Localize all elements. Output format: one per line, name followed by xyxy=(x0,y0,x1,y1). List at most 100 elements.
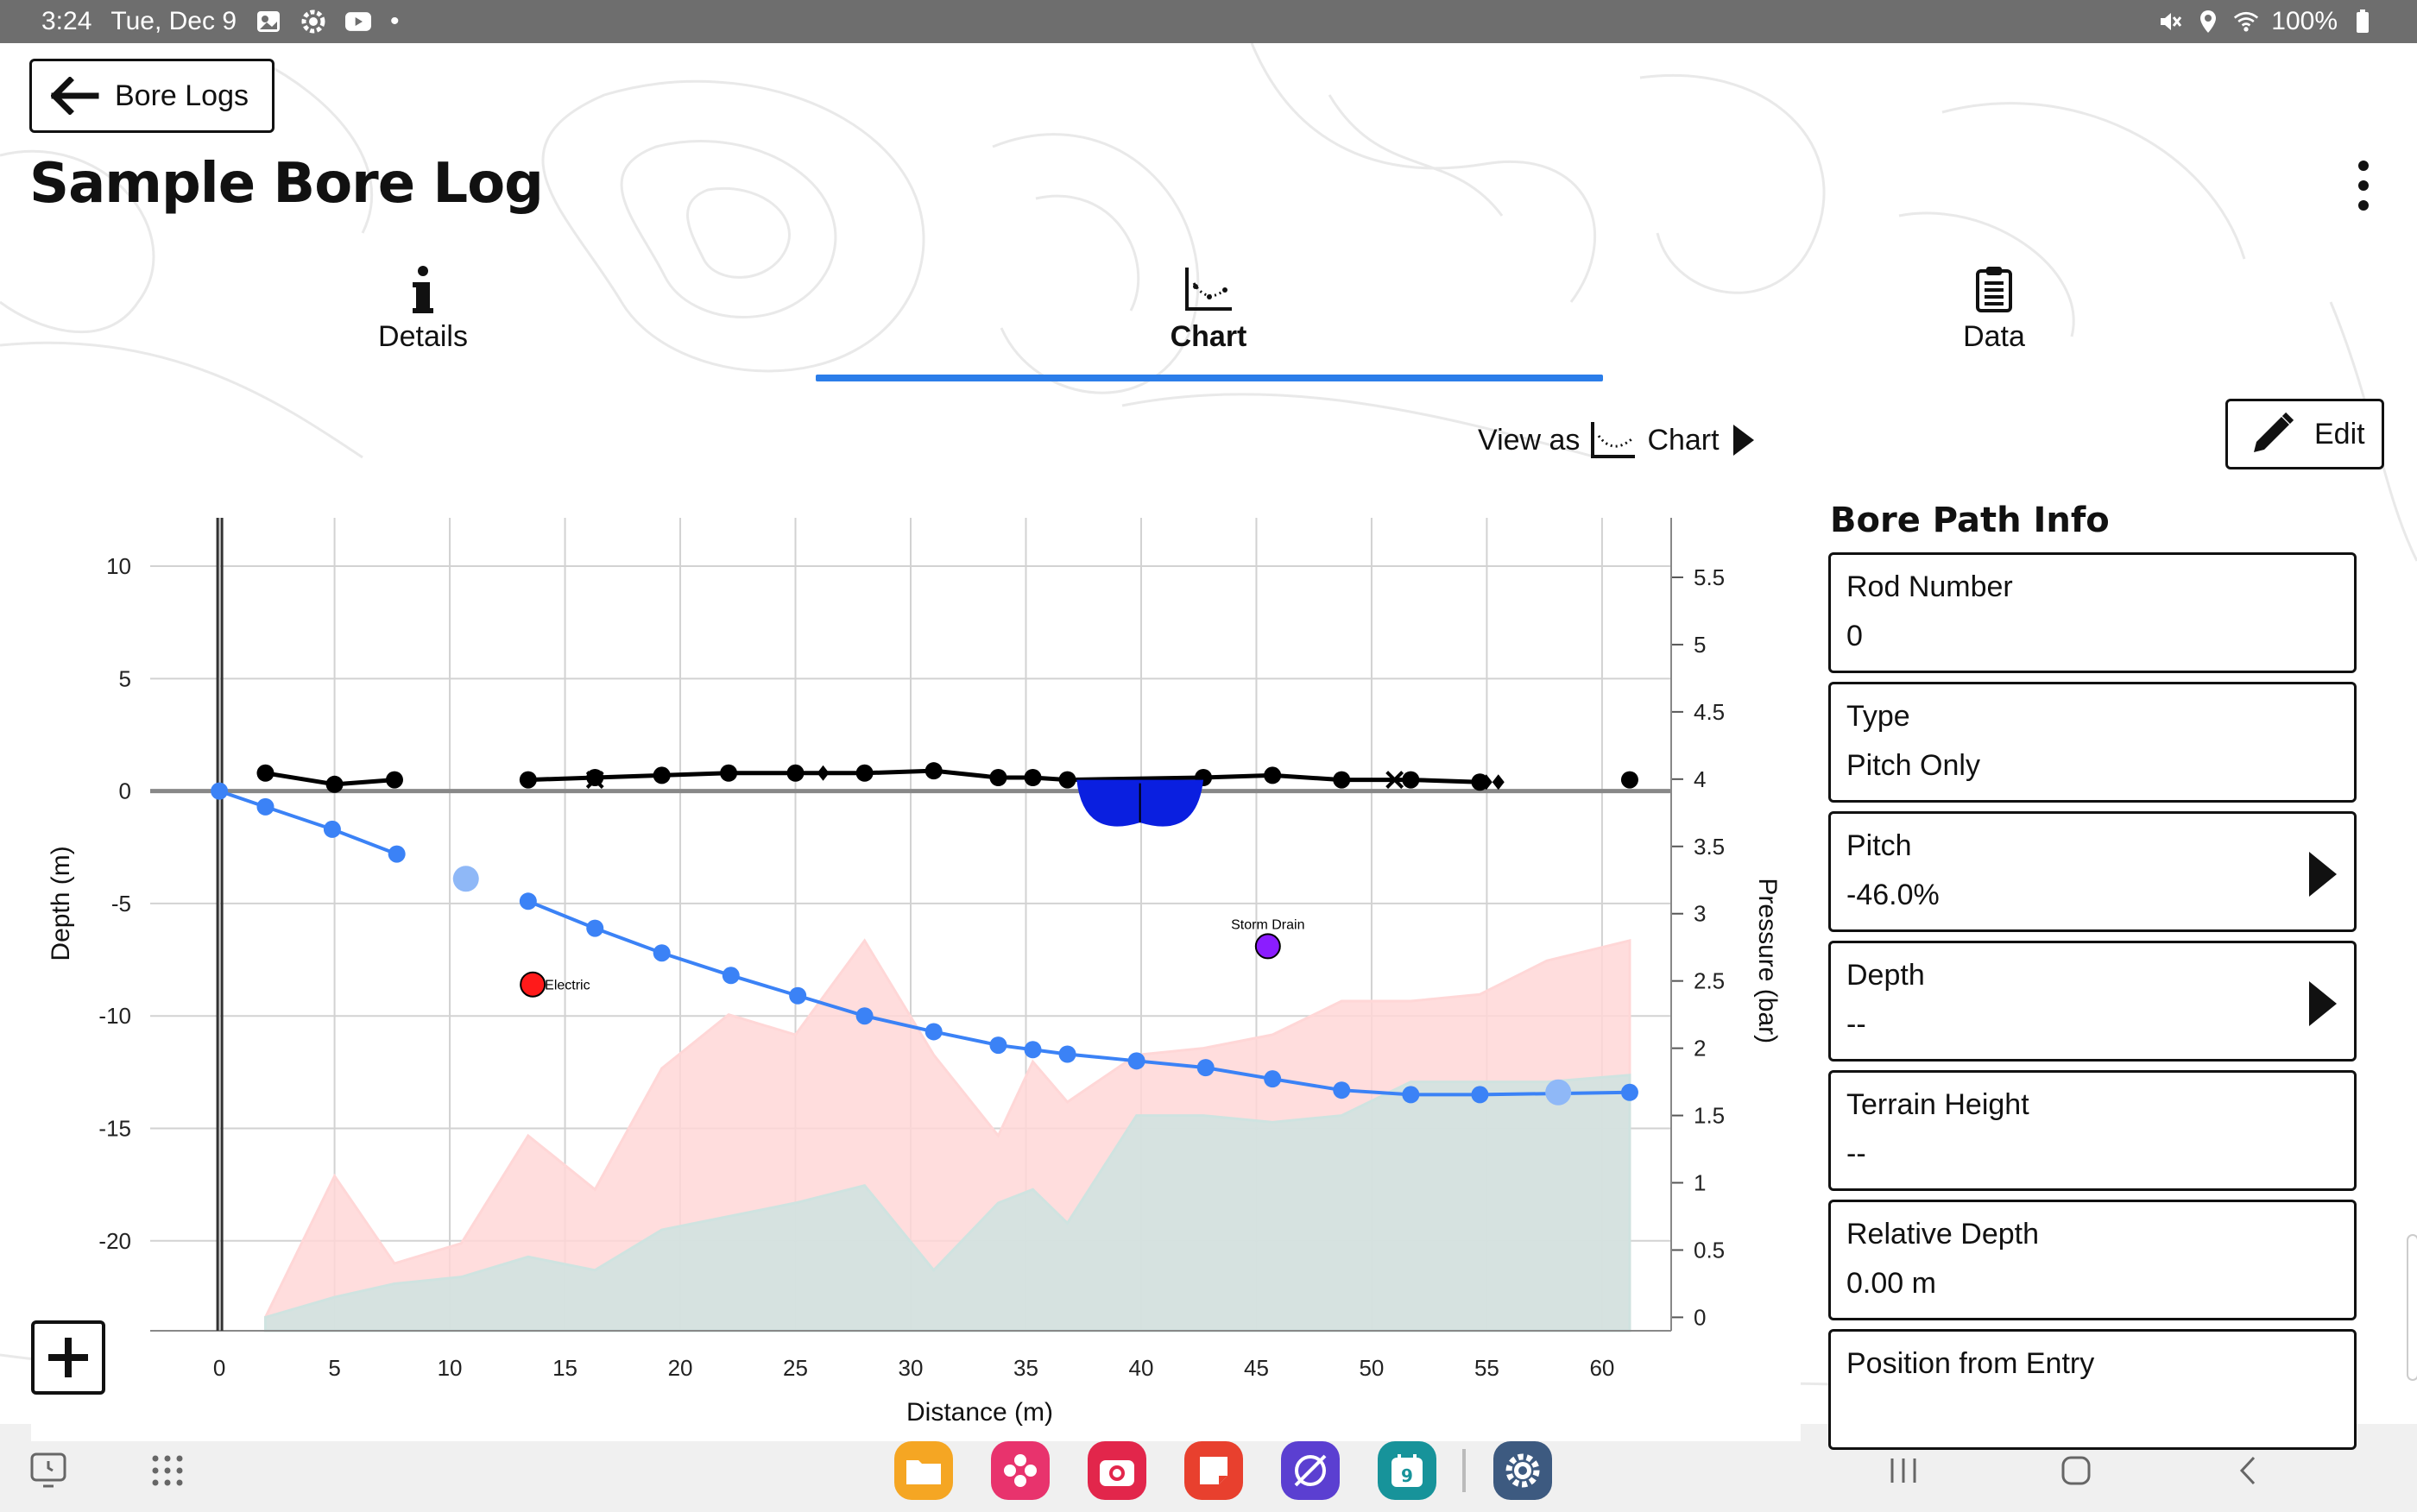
y-axis-title: Depth (m) xyxy=(47,846,75,961)
y-tick-label: 5 xyxy=(119,665,131,691)
status-bar: 3:24 Tue, Dec 9 • 100% xyxy=(0,0,2417,43)
edge-panel-handle[interactable] xyxy=(2407,1234,2417,1381)
chart-icon xyxy=(1183,259,1234,319)
utility-marker xyxy=(520,971,546,998)
edit-button[interactable]: Edit xyxy=(2225,399,2384,469)
x-tick-label: 55 xyxy=(1474,1355,1499,1381)
tab-details-label: Details xyxy=(378,320,468,353)
bore-path-point xyxy=(323,820,341,838)
tab-data[interactable]: Data xyxy=(1606,259,2382,354)
caret-right-icon[interactable] xyxy=(2306,850,2340,898)
home-nav-icon[interactable] xyxy=(2054,1446,2098,1495)
bore-path-point xyxy=(1333,1081,1351,1099)
bore-path-point xyxy=(211,782,229,800)
terrain-cross-marker xyxy=(585,771,604,790)
chart-icon xyxy=(1591,422,1636,458)
bore-path-point xyxy=(388,845,406,863)
battery-level: 100% xyxy=(2271,7,2338,35)
tab-chart[interactable]: Chart xyxy=(820,259,1597,354)
x-tick-label: 15 xyxy=(552,1355,577,1381)
terrain-point xyxy=(855,764,874,782)
recent-screen-icon[interactable] xyxy=(24,1446,73,1495)
info-value: 0 xyxy=(1846,620,1863,652)
y2-axis-title: Pressure (bar) xyxy=(1753,878,1782,1043)
view-as-selector[interactable]: View as Chart xyxy=(1478,414,1756,466)
internet-app-icon[interactable] xyxy=(1281,1441,1340,1500)
y-tick-label: -20 xyxy=(98,1228,131,1254)
y2-tick-label: 5 xyxy=(1694,632,1706,658)
info-label: Relative Depth xyxy=(1846,1218,2040,1251)
bore-path-faded-point xyxy=(452,866,479,892)
add-button[interactable] xyxy=(31,1320,105,1395)
terrain-point xyxy=(720,764,738,782)
back-button[interactable]: Bore Logs xyxy=(29,59,275,133)
bore-path-point xyxy=(1264,1070,1282,1088)
x-axis-title: Distance (m) xyxy=(906,1398,1053,1427)
topographic-background xyxy=(0,43,2417,1408)
terrain-point xyxy=(1620,771,1638,789)
info-label: Rod Number xyxy=(1846,570,2013,603)
caret-right-icon[interactable] xyxy=(2306,980,2340,1028)
y-tick-label: -5 xyxy=(111,891,131,917)
bore-path-faded-point xyxy=(1545,1079,1572,1106)
plus-icon xyxy=(48,1338,88,1377)
info-value: -- xyxy=(1846,1137,1866,1170)
clipboard-icon xyxy=(1975,259,2013,319)
bore-path-point xyxy=(1127,1052,1145,1070)
tab-details[interactable]: Details xyxy=(35,259,811,354)
svg-text:9: 9 xyxy=(1401,1465,1413,1486)
info-value: -46.0% xyxy=(1846,879,1940,911)
settings-app-icon[interactable] xyxy=(1493,1441,1552,1500)
info-label: Terrain Height xyxy=(1846,1088,2029,1121)
location-icon xyxy=(2195,9,2221,35)
info-label: Depth xyxy=(1846,959,1925,992)
edit-button-label: Edit xyxy=(2314,417,2365,450)
bore-path-point xyxy=(989,1036,1007,1055)
recents-nav-icon[interactable] xyxy=(1882,1446,1925,1495)
back-nav-icon[interactable] xyxy=(2227,1446,2270,1495)
app-drawer-icon[interactable] xyxy=(143,1446,192,1495)
y2-tick-label: 4.5 xyxy=(1694,699,1725,725)
bore-path-point xyxy=(855,1007,874,1025)
info-card-rod-number: Rod Number 0 xyxy=(1828,552,2357,673)
x-tick-label: 35 xyxy=(1013,1355,1038,1381)
x-tick-label: 60 xyxy=(1589,1355,1614,1381)
caret-right-icon xyxy=(1732,425,1754,456)
info-card-pitch[interactable]: Pitch -46.0% xyxy=(1828,811,2357,932)
tab-chart-label: Chart xyxy=(1170,320,1247,353)
notes-app-icon[interactable] xyxy=(1184,1441,1243,1500)
pencil-icon xyxy=(2254,412,2294,452)
files-app-icon[interactable] xyxy=(894,1441,953,1500)
bore-path-point xyxy=(586,919,604,937)
info-card-depth[interactable]: Depth -- xyxy=(1828,941,2357,1062)
terrain-point xyxy=(1264,766,1282,784)
terrain-point xyxy=(519,771,537,789)
more-options-icon[interactable] xyxy=(2346,155,2381,216)
terrain-point xyxy=(1058,771,1076,789)
dock-divider xyxy=(1462,1449,1466,1492)
app-screen: Bore Logs Sample Bore Log Details Chart … xyxy=(0,43,2417,1450)
bore-path-point xyxy=(519,892,537,910)
terrain-point xyxy=(1333,771,1351,789)
info-label: Position from Entry xyxy=(1846,1347,2095,1380)
camera-app-icon[interactable] xyxy=(1088,1441,1146,1500)
terrain-point xyxy=(1402,771,1420,789)
x-tick-label: 45 xyxy=(1244,1355,1269,1381)
y2-tick-label: 2.5 xyxy=(1694,968,1725,994)
bore-path-point xyxy=(925,1023,943,1041)
info-label: Pitch xyxy=(1846,829,1912,862)
utility-label: Storm Drain xyxy=(1231,917,1304,932)
gallery-app-icon[interactable] xyxy=(991,1441,1050,1500)
bore-path-point xyxy=(1471,1086,1489,1104)
y2-tick-label: 3.5 xyxy=(1694,834,1725,860)
bore-path-point xyxy=(789,986,807,1005)
pressure-area xyxy=(263,1074,1631,1332)
view-as-prefix: View as xyxy=(1478,423,1581,457)
bore-path-point xyxy=(1196,1059,1215,1077)
calendar-app-icon[interactable]: 9 xyxy=(1378,1441,1436,1500)
terrain-cross-marker xyxy=(1385,771,1404,790)
arrow-left-icon xyxy=(51,77,99,115)
info-card-position-from-entry: Position from Entry xyxy=(1828,1329,2357,1450)
terrain-point xyxy=(1024,768,1042,786)
